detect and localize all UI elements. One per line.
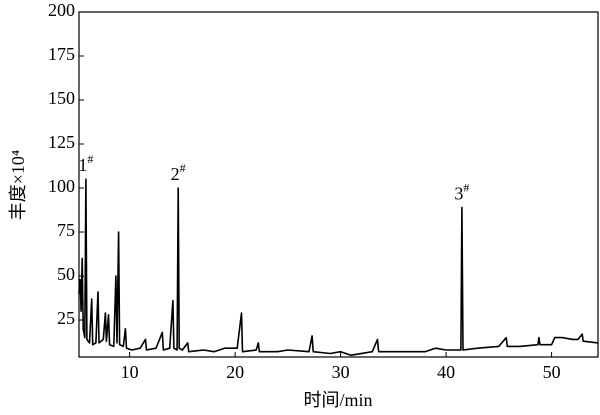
peak-annotation: 1#	[78, 152, 93, 175]
peak-annotation: 2#	[171, 161, 186, 184]
data-line	[78, 178, 599, 356]
x-tick-label: 20	[226, 362, 244, 382]
x-axis-label: 时间/min	[303, 390, 372, 410]
y-tick-label: 100	[48, 176, 75, 196]
y-tick-label: 125	[48, 132, 75, 152]
peak-superscript: #	[180, 161, 186, 175]
x-tick-label: 10	[121, 362, 139, 382]
y-tick-label: 175	[48, 44, 75, 64]
peak-number: 1	[78, 155, 87, 175]
peak-superscript: #	[463, 180, 469, 194]
y-tick-label: 25	[57, 308, 75, 328]
peak-annotation: 3#	[454, 180, 469, 203]
y-tick-label: 150	[48, 88, 75, 108]
plot-frame	[78, 11, 599, 358]
y-tick-label: 50	[57, 264, 75, 284]
y-tick-label: 200	[48, 0, 75, 20]
x-tick-label: 50	[543, 362, 561, 382]
x-tick-label: 30	[332, 362, 350, 382]
peak-number: 3	[454, 184, 463, 204]
peak-superscript: #	[87, 152, 93, 166]
y-tick-label: 75	[57, 220, 75, 240]
x-tick-label: 40	[437, 362, 455, 382]
peak-number: 2	[171, 164, 180, 184]
y-axis-label: 丰度×10⁴	[8, 150, 28, 220]
